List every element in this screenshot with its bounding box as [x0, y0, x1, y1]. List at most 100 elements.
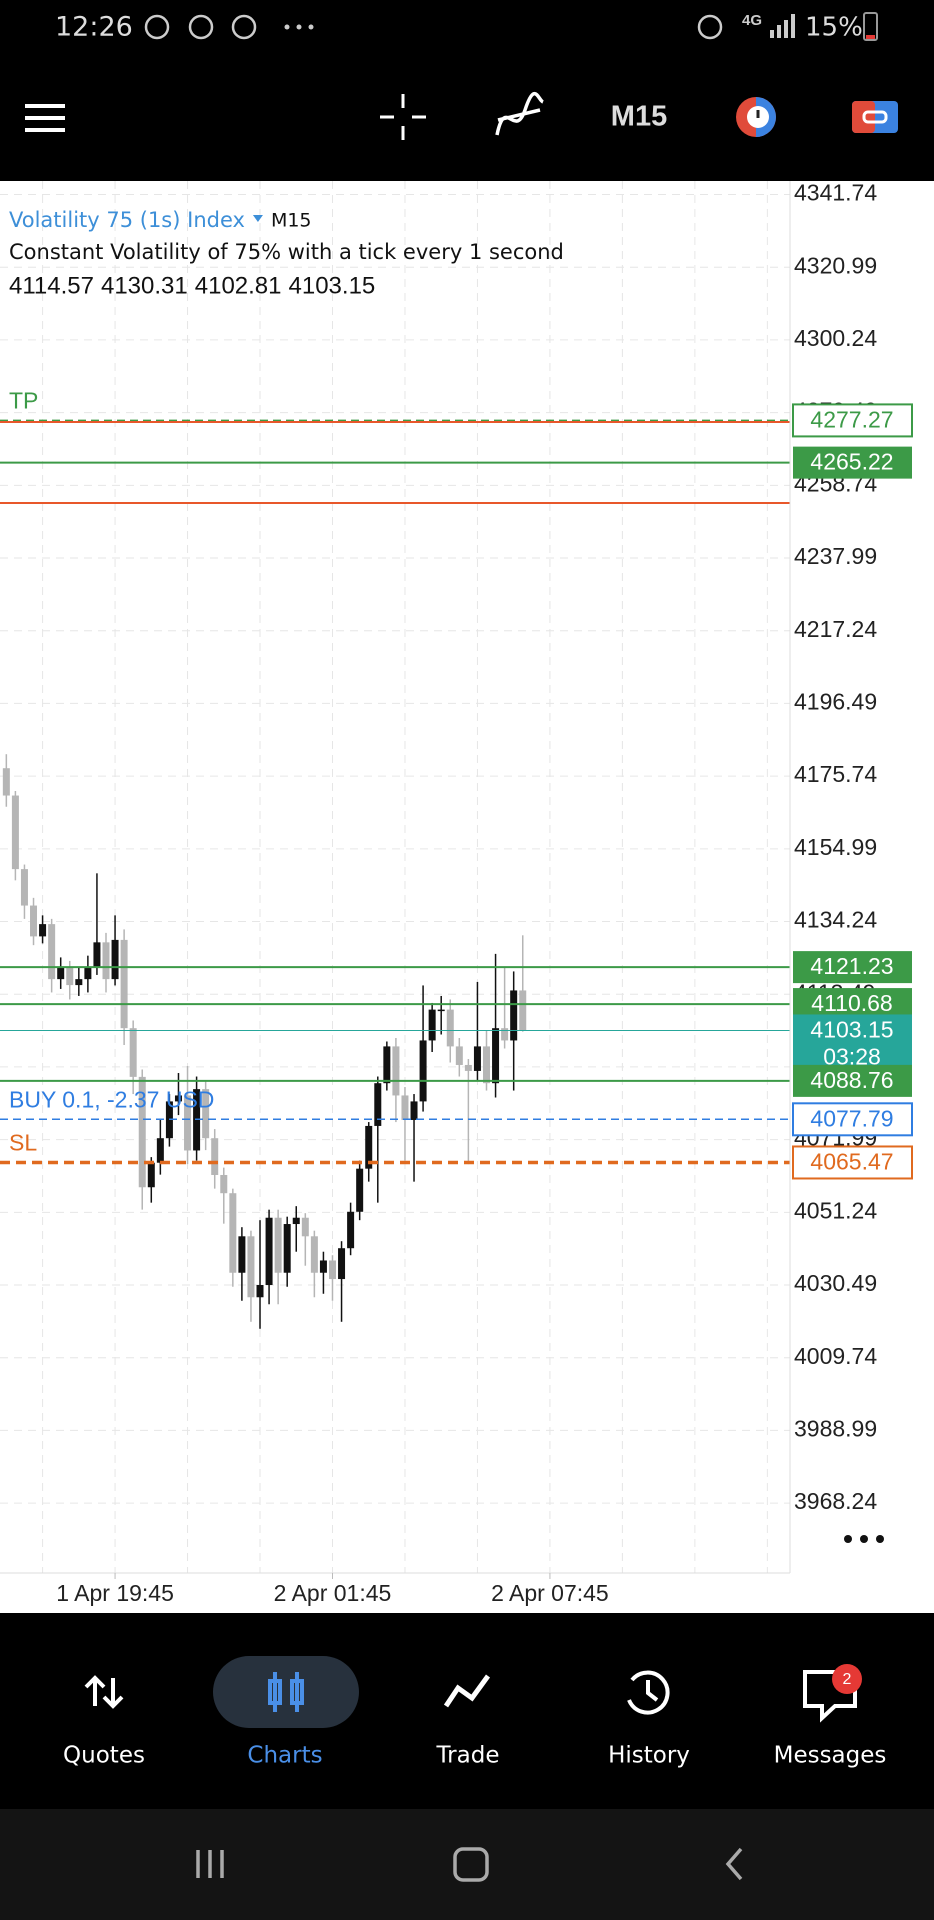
- candle-body: [464, 1064, 472, 1071]
- y-tick-label: 3988.99: [794, 1416, 877, 1442]
- candle-body: [2, 768, 10, 796]
- candle-body: [328, 1260, 336, 1280]
- indicators-button[interactable]: [495, 92, 545, 136]
- candle-body: [57, 966, 65, 980]
- candle-body: [11, 795, 19, 870]
- menu-button[interactable]: [25, 104, 65, 132]
- price-tags: 4277.274265.224121.234110.684103.1503:28…: [792, 403, 913, 1180]
- symbol-description: Constant Volatility of 75% with a tick e…: [9, 240, 564, 264]
- candle-body: [265, 1217, 273, 1285]
- candle-body: [347, 1211, 355, 1249]
- candle-body: [247, 1236, 255, 1298]
- nav-item[interactable]: Messages: [774, 1743, 887, 1769]
- objects-button[interactable]: [736, 97, 776, 137]
- candle-body: [519, 990, 527, 1031]
- candle-body: [301, 1217, 309, 1237]
- x-tick-label: 2 Apr 07:45: [491, 1580, 609, 1606]
- candle-body: [229, 1193, 237, 1273]
- system-nav-bg: [0, 1809, 934, 1920]
- x-tick-label: 1 Apr 19:45: [56, 1580, 174, 1606]
- nav-item[interactable]: Charts: [247, 1743, 322, 1769]
- price-tag-label: 4088.76: [810, 1067, 893, 1093]
- candle-body: [220, 1174, 228, 1194]
- candle-body: [39, 924, 47, 937]
- candle-body: [338, 1248, 346, 1280]
- candle-body: [30, 905, 38, 937]
- candle-body: [401, 1095, 409, 1120]
- y-tick-label: 3968.24: [794, 1488, 877, 1514]
- candle-body: [238, 1236, 246, 1273]
- axes: 4341.744320.994300.244279.494258.744237.…: [56, 180, 877, 1606]
- level-label: TP: [9, 387, 38, 413]
- trade-icon: [443, 1674, 491, 1708]
- candle-body: [455, 1046, 463, 1065]
- y-tick-label: 4175.74: [794, 761, 877, 787]
- nav-item[interactable]: History: [608, 1743, 690, 1769]
- status-more: [284, 24, 314, 30]
- nav-item[interactable]: Trade: [436, 1743, 500, 1769]
- signal-icon: [770, 14, 795, 38]
- alarm-icon: [697, 14, 723, 40]
- y-tick-label: 4134.24: [794, 907, 877, 933]
- price-tag: [793, 1014, 912, 1071]
- candle-body: [111, 939, 119, 980]
- candle-body: [392, 1046, 400, 1096]
- chart-menu-dots[interactable]: [844, 1535, 884, 1543]
- price-tag-label: 4065.47: [810, 1149, 893, 1175]
- candle-body: [383, 1046, 391, 1084]
- candle-body: [428, 1009, 436, 1041]
- status-icons: [144, 14, 257, 40]
- symbol-name[interactable]: Volatility 75 (1s) Index: [9, 208, 245, 232]
- price-tag-label: 4110.68: [811, 990, 892, 1016]
- trade-button[interactable]: [852, 101, 898, 133]
- candle-body: [437, 1009, 445, 1012]
- candle-body: [483, 1046, 491, 1084]
- candle-body: [102, 942, 110, 980]
- ohlc-value: 4130.31: [101, 272, 188, 299]
- candle-body: [356, 1168, 364, 1212]
- candle-body: [138, 1076, 146, 1188]
- y-tick-label: 4341.74: [794, 180, 877, 206]
- y-tick-label: 4237.99: [794, 543, 877, 569]
- candle-body: [48, 924, 56, 980]
- bottom-nav-bg: [0, 1613, 934, 1809]
- battery-fill: [866, 35, 875, 39]
- status-time: 12:26: [55, 12, 133, 43]
- candle-body: [292, 1217, 300, 1225]
- candle-body: [510, 990, 518, 1041]
- y-tick-label: 4051.24: [794, 1197, 877, 1223]
- price-tag: [792, 403, 913, 438]
- crosshair-button[interactable]: [380, 94, 426, 140]
- chart-bg: [0, 181, 934, 1613]
- y-tick-label: 4196.49: [794, 689, 877, 715]
- ohlc-value: 4114.57: [9, 272, 94, 299]
- y-tick-label: 4030.49: [794, 1270, 877, 1296]
- timeframe-button[interactable]: M15: [611, 101, 667, 133]
- candle-body: [174, 1095, 182, 1102]
- price-tag-label: 4277.27: [810, 406, 893, 432]
- price-tag: [792, 1102, 913, 1137]
- candle-body: [156, 1138, 164, 1163]
- symbol-dropdown[interactable]: [252, 215, 263, 222]
- active-tab-bg: [213, 1656, 359, 1728]
- charts-icon: [268, 1672, 304, 1712]
- battery-icon: [863, 12, 878, 41]
- candle-body: [374, 1083, 382, 1126]
- price-tag: [793, 446, 912, 479]
- candle-body: [283, 1224, 291, 1273]
- y-tick-label: 4217.24: [794, 616, 877, 642]
- candle-body: [410, 1101, 418, 1120]
- price-tag: [793, 951, 912, 984]
- candle-body: [501, 1028, 509, 1041]
- candle-body: [202, 1089, 210, 1139]
- candle-body: [184, 1095, 192, 1151]
- nav-item[interactable]: Quotes: [63, 1743, 145, 1769]
- y-tick-label: 4320.99: [794, 252, 877, 278]
- price-tag-label: 4265.22: [810, 449, 893, 475]
- ohlc-value: 4102.81: [195, 272, 282, 299]
- candle-body: [211, 1138, 219, 1175]
- system-nav: [196, 1847, 743, 1882]
- badge: [832, 1664, 862, 1694]
